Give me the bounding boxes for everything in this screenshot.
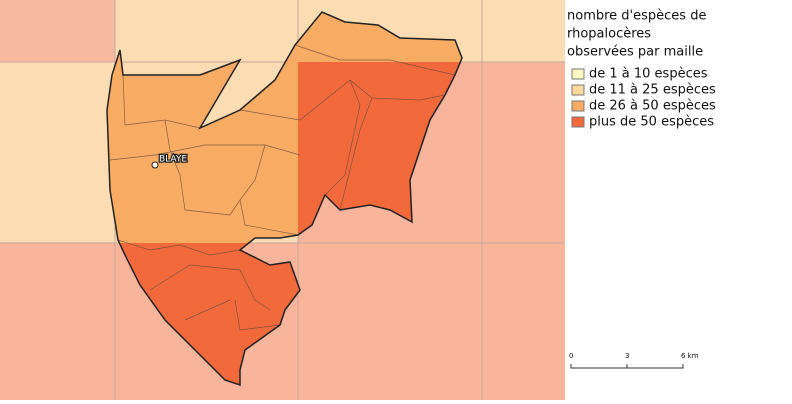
scale-bar: 0 3 6 km — [569, 352, 699, 369]
scale-label: 6 km — [681, 352, 699, 360]
legend-item: de 26 à 50 espèces — [589, 99, 716, 114]
town-marker — [151, 161, 159, 169]
legend-title: nombre d'espèces de — [567, 9, 706, 24]
legend-swatch — [571, 68, 585, 80]
legend-title: rhopalocères — [567, 27, 651, 42]
legend-item: plus de 50 espèces — [589, 115, 714, 130]
legend-title: observées par maille — [567, 45, 703, 60]
legend-item: de 1 à 10 espèces — [589, 67, 708, 82]
legend: nombre d'espèces de rhopalocères observé… — [567, 9, 716, 130]
legend-swatch — [571, 84, 585, 96]
legend-swatch — [571, 100, 585, 112]
scale-label: 0 — [569, 352, 573, 360]
place-label: BLAYE — [159, 155, 187, 165]
legend-swatch — [571, 116, 585, 128]
legend-item: de 11 à 25 espèces — [589, 83, 716, 98]
scale-label: 3 — [625, 352, 629, 360]
